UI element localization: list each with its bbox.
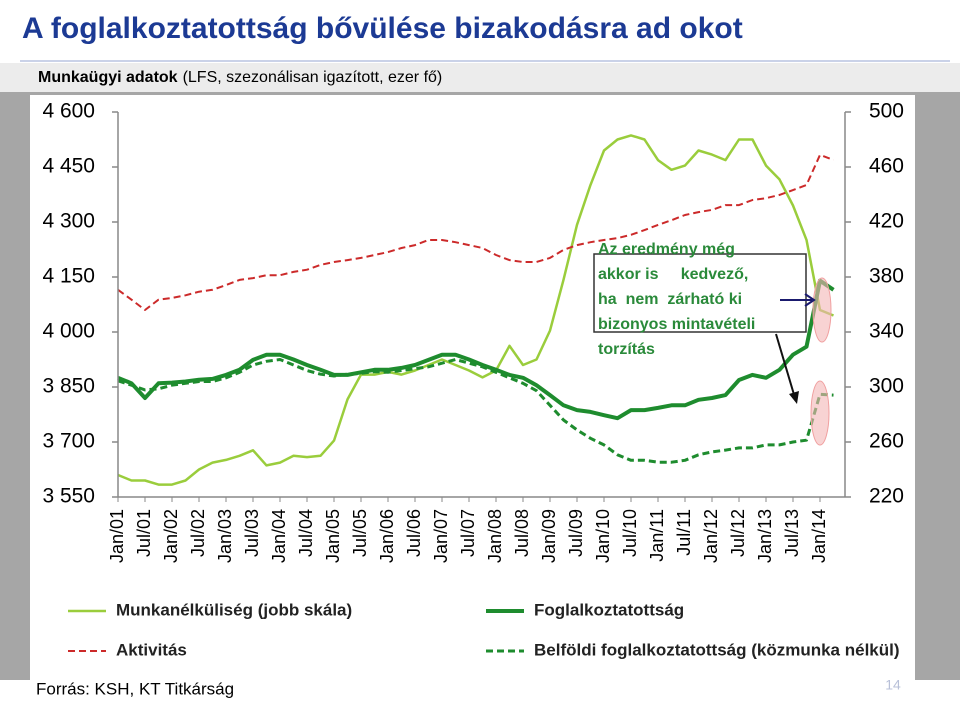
- x-tick-label: Jul/10: [620, 509, 640, 557]
- y-tick-label: 3 550: [42, 485, 95, 508]
- series-line: [117, 278, 835, 421]
- arrow-head: [789, 391, 799, 404]
- x-tick-label: Jan/08: [485, 509, 505, 563]
- source: Forrás: KSH, KT Titkárság: [36, 679, 234, 698]
- legend-label: Belföldi foglalkoztatottság (közmunka né…: [534, 640, 900, 659]
- y-tick-label: 3 700: [42, 430, 95, 453]
- y2-tick-label: 260: [869, 430, 904, 453]
- y-tick-label: 4 000: [42, 320, 95, 343]
- y-tick-label: 4 300: [42, 210, 95, 233]
- x-tick-label: Jul/09: [566, 509, 586, 557]
- slide-title: A foglalkoztatottság bővülése bizakodásr…: [22, 12, 743, 45]
- highlight: [812, 277, 832, 343]
- y2-tick-label: 300: [869, 375, 904, 398]
- annotation-line: akkor is kedvező,: [598, 266, 748, 283]
- y-tick-label: 4 600: [42, 100, 95, 123]
- series-line: [117, 358, 834, 464]
- x-tick-label: Jan/04: [269, 509, 289, 563]
- subtitle-bold: Munkaügyi adatok: [38, 69, 178, 86]
- annotation-line: bizonyos mintavételi: [598, 316, 755, 333]
- y-tick-label: 4 450: [42, 155, 95, 178]
- x-tick-label: Jul/03: [242, 509, 262, 557]
- x-tick-label: Jul/07: [458, 509, 478, 557]
- x-tick-label: Jul/13: [782, 509, 802, 557]
- plot: 3 550 3 700 3 850 4 000 4 150 4 300 4 450 4 600…: [42, 100, 904, 564]
- x-tick-label: Jul/01: [134, 509, 154, 557]
- x-tick-label: Jan/07: [431, 509, 451, 563]
- subtitle-band: [0, 63, 960, 92]
- x-tick-label: Jul/08: [512, 509, 532, 557]
- y-tick-label: 3 850: [42, 375, 95, 398]
- y2-tick-label: 460: [869, 155, 904, 178]
- y2-tick-label: 420: [869, 210, 904, 233]
- chart-area: [30, 95, 915, 680]
- legend-label: Munkanélküliség (jobb skála): [116, 600, 352, 619]
- x-tick-label: Jan/12: [701, 509, 721, 563]
- y2-tick-label: 500: [869, 100, 904, 123]
- y-tick-label: 4 150: [42, 265, 95, 288]
- x-tick-label: Jan/14: [809, 509, 829, 563]
- x-tick-label: Jan/11: [647, 509, 667, 562]
- arrow-head: [804, 293, 816, 307]
- subtitle: Munkaügyi adatok (LFS, szezonálisan igazí…: [38, 69, 442, 86]
- x-tick-label: Jan/06: [377, 509, 397, 563]
- x-tick-label: Jan/10: [593, 509, 613, 563]
- x-tick-label: Jul/02: [188, 509, 208, 557]
- x-tick-label: Jul/12: [728, 509, 748, 557]
- annotation-line: torzítás: [598, 341, 655, 358]
- x-tick-label: Jan/13: [755, 509, 775, 563]
- highlight: [810, 380, 830, 446]
- x-tick-label: Jan/01: [107, 509, 127, 563]
- x-tick-label: Jul/04: [296, 509, 316, 557]
- annotation-line: ha nem zárható ki: [598, 291, 742, 308]
- x-tick-label: Jul/06: [404, 509, 424, 557]
- y2-tick-label: 340: [869, 320, 904, 343]
- x-tick-label: Jul/11: [674, 509, 694, 556]
- y2-tick-label: 380: [869, 265, 904, 288]
- x-tick-label: Jan/03: [215, 509, 235, 563]
- annotation-line: Az eredmény még: [598, 241, 735, 258]
- arrow: [775, 333, 796, 399]
- subtitle-rest: (LFS, szezonálisan igazított, ezer fő): [183, 69, 443, 86]
- x-tick-label: Jan/02: [161, 509, 181, 563]
- page-number: 14: [885, 677, 901, 693]
- x-tick-label: Jul/05: [350, 509, 370, 557]
- annotation-box: [593, 253, 807, 333]
- y2-tick-label: 220: [869, 485, 904, 508]
- series-line: [117, 153, 834, 311]
- legend-label: Foglalkoztatottság: [534, 600, 684, 619]
- legend-label: Aktivitás: [116, 640, 187, 659]
- x-tick-label: Jan/09: [539, 509, 559, 563]
- series-line: [117, 134, 834, 486]
- x-tick-label: Jan/05: [323, 509, 343, 563]
